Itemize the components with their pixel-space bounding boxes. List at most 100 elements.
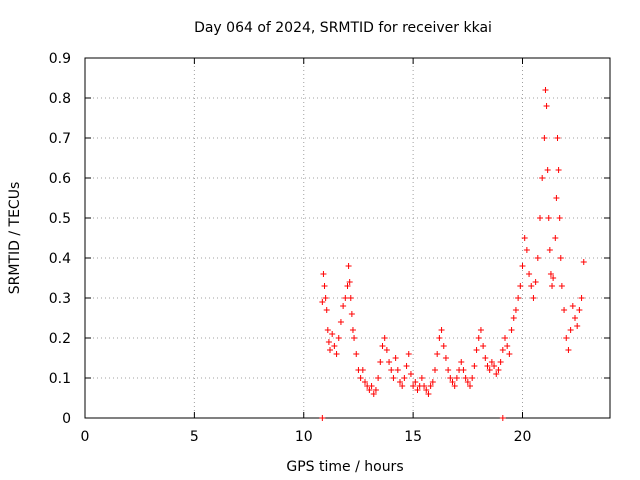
- data-point: [345, 263, 352, 269]
- data-point: [499, 347, 506, 353]
- data-point: [346, 279, 353, 285]
- data-point: [515, 295, 522, 301]
- data-point: [407, 371, 414, 377]
- chart-title: Day 064 of 2024, SRMTID for receiver kka…: [194, 20, 492, 36]
- x-tick-label: 5: [190, 429, 199, 445]
- data-point: [502, 335, 508, 341]
- data-point: [464, 379, 471, 385]
- data-point: [477, 327, 484, 333]
- data-point: [530, 295, 537, 301]
- data-point: [541, 135, 548, 141]
- data-point: [432, 367, 438, 373]
- data-point: [427, 383, 434, 389]
- y-tick-label: 0.5: [49, 211, 71, 227]
- y-tick-label: 0.6: [49, 171, 71, 187]
- data-point: [458, 359, 465, 365]
- y-tick-label: 0.1: [49, 371, 71, 387]
- data-point: [423, 387, 430, 393]
- data-point: [510, 315, 517, 321]
- data-point: [565, 347, 572, 353]
- y-axis-label: SRMTID / TECUs: [7, 182, 23, 295]
- data-point: [445, 367, 452, 373]
- data-point: [543, 103, 550, 109]
- data-point: [467, 383, 473, 389]
- data-point: [383, 347, 390, 353]
- data-point: [554, 135, 561, 141]
- data-point: [434, 351, 441, 357]
- data-point: [333, 351, 340, 357]
- data-point: [397, 379, 403, 385]
- data-point: [526, 271, 533, 277]
- data-point: [519, 263, 526, 269]
- data-point: [399, 383, 406, 389]
- data-point: [580, 259, 587, 265]
- data-point: [453, 375, 460, 381]
- data-point: [449, 379, 456, 385]
- data-point: [321, 283, 328, 289]
- data-point: [372, 387, 379, 393]
- data-point: [324, 327, 331, 333]
- data-point: [392, 355, 399, 361]
- data-point: [370, 391, 377, 397]
- data-point: [506, 351, 513, 357]
- data-point: [320, 271, 327, 277]
- data-point: [440, 343, 447, 349]
- data-point: [532, 279, 539, 285]
- data-point: [544, 167, 551, 173]
- data-point: [421, 383, 428, 389]
- data-point: [484, 363, 491, 369]
- data-point: [319, 415, 326, 421]
- data-point: [550, 275, 557, 281]
- data-point: [549, 283, 556, 289]
- data-point: [499, 415, 506, 421]
- data-point: [394, 367, 401, 373]
- data-point: [351, 335, 358, 341]
- y-tick-label: 0.7: [49, 131, 71, 147]
- data-point: [545, 215, 552, 221]
- data-point: [546, 247, 553, 253]
- data-point: [319, 299, 326, 305]
- data-point: [442, 355, 449, 361]
- data-point: [405, 351, 412, 357]
- data-point: [327, 347, 333, 353]
- data-point: [403, 363, 410, 369]
- data-point: [547, 271, 554, 277]
- data-point: [528, 283, 535, 289]
- data-point: [329, 331, 336, 337]
- data-point: [508, 327, 515, 333]
- data-point: [495, 367, 502, 373]
- data-point: [347, 295, 354, 301]
- data-point: [362, 379, 368, 385]
- data-point: [348, 311, 355, 317]
- data-point: [388, 367, 395, 373]
- data-point: [418, 375, 425, 381]
- y-tick-labels: 0 0.1 0.2 0.3 0.4 0.5 0.6 0.7 0.8 0.9: [49, 51, 71, 427]
- data-point: [480, 343, 487, 349]
- data-point: [322, 295, 329, 301]
- data-point: [462, 375, 469, 381]
- data-point: [429, 379, 436, 385]
- data-point: [335, 335, 342, 341]
- x-tick-label: 15: [404, 429, 422, 445]
- x-axis-label: GPS time / hours: [286, 459, 403, 475]
- data-point: [561, 307, 568, 313]
- data-point: [340, 303, 347, 309]
- x-tick-label: 20: [514, 429, 532, 445]
- data-point: [451, 383, 458, 389]
- x-tick-label: 10: [295, 429, 313, 445]
- data-point: [412, 379, 419, 385]
- data-point: [447, 375, 454, 381]
- data-point: [539, 175, 546, 181]
- data-point: [414, 387, 421, 393]
- data-point: [578, 295, 585, 301]
- data-point: [534, 255, 541, 261]
- data-point: [353, 351, 360, 357]
- data-point: [410, 383, 417, 389]
- data-point: [574, 323, 581, 329]
- data-point: [523, 247, 530, 253]
- data-point: [379, 343, 386, 349]
- data-point: [537, 215, 543, 221]
- data-point: [542, 87, 549, 93]
